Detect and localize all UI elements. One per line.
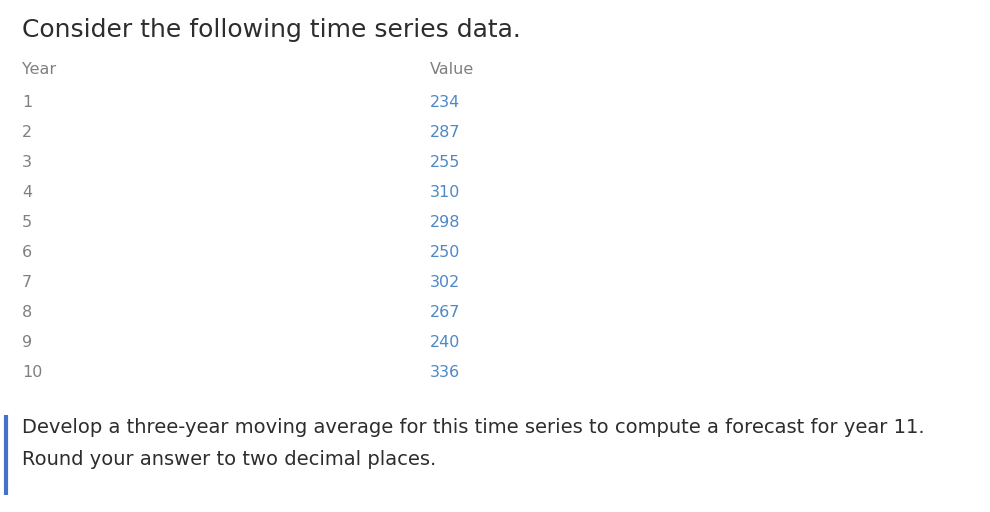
Text: 4: 4 (22, 185, 32, 200)
Text: 8: 8 (22, 305, 33, 320)
Text: 310: 310 (430, 185, 460, 200)
Text: 240: 240 (430, 335, 460, 350)
Text: Value: Value (430, 62, 474, 77)
Text: 336: 336 (430, 365, 460, 380)
Text: 267: 267 (430, 305, 460, 320)
Text: 6: 6 (22, 245, 32, 260)
Text: 302: 302 (430, 275, 460, 290)
Text: Year: Year (22, 62, 56, 77)
Text: 10: 10 (22, 365, 43, 380)
Text: 250: 250 (430, 245, 460, 260)
Text: 234: 234 (430, 95, 460, 110)
Text: 9: 9 (22, 335, 32, 350)
Text: 287: 287 (430, 125, 460, 140)
Text: Round your answer to two decimal places.: Round your answer to two decimal places. (22, 450, 437, 469)
Text: 2: 2 (22, 125, 32, 140)
Text: Consider the following time series data.: Consider the following time series data. (22, 18, 521, 42)
Text: Develop a three-year moving average for this time series to compute a forecast f: Develop a three-year moving average for … (22, 418, 925, 437)
Text: 1: 1 (22, 95, 33, 110)
Text: 5: 5 (22, 215, 32, 230)
Text: 7: 7 (22, 275, 32, 290)
Text: 3: 3 (22, 155, 32, 170)
Text: 298: 298 (430, 215, 460, 230)
Text: 255: 255 (430, 155, 460, 170)
